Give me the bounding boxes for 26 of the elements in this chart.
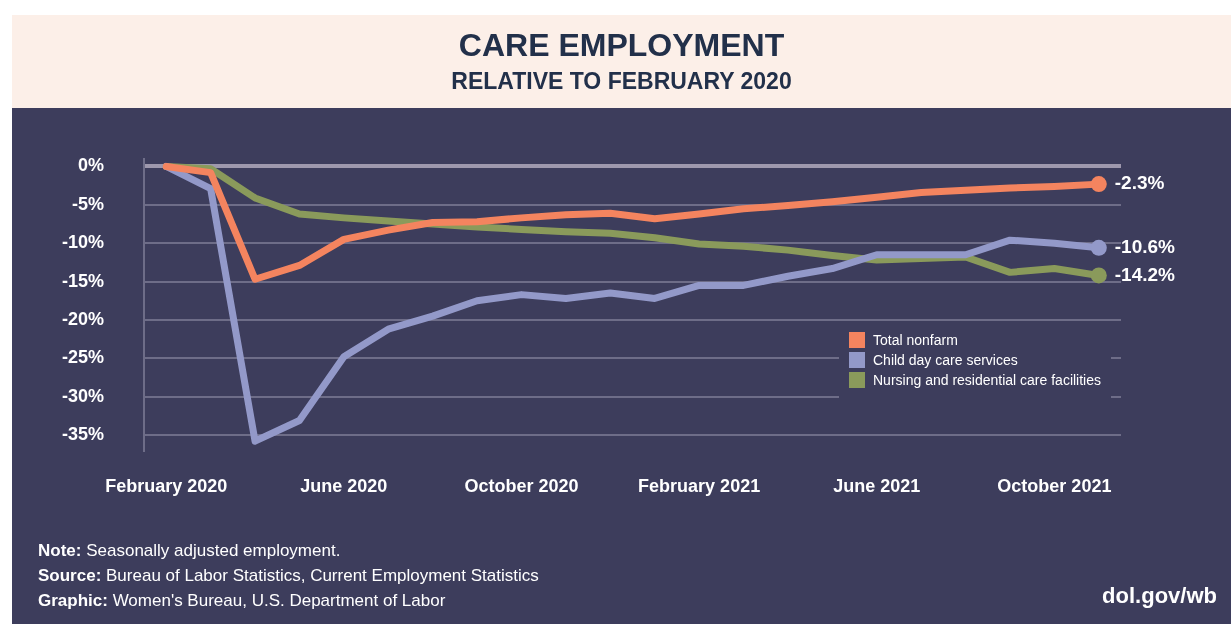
source-note: Source: Bureau of Labor Statistics, Current Employment Statistics bbox=[38, 566, 539, 585]
y-tick-label: -25% bbox=[61, 347, 105, 368]
data-label: -2.3% bbox=[1114, 172, 1165, 194]
y-tick-label: -20% bbox=[61, 308, 105, 329]
data-label: -10.6% bbox=[1114, 236, 1176, 258]
chart-title: CARE EMPLOYMENT bbox=[457, 27, 786, 64]
y-tick-label: -10% bbox=[61, 232, 105, 253]
text: dol.gov/wb bbox=[1102, 583, 1217, 609]
x-tick-label: October 2021 bbox=[997, 476, 1112, 497]
x-tick-label: June 2021 bbox=[833, 476, 921, 497]
text: Note: Seasonally adjusted employment. bbox=[38, 541, 341, 560]
legend-label: Child day care services bbox=[873, 352, 1018, 368]
legend-label: Total nonfarm bbox=[873, 332, 958, 348]
y-tick-label: -15% bbox=[61, 270, 105, 291]
x-tick-label: February 2021 bbox=[638, 476, 761, 497]
x-tick-label: October 2020 bbox=[464, 476, 579, 497]
legend-label: Nursing and residential care facilities bbox=[873, 372, 1101, 388]
x-tick-label: February 2020 bbox=[105, 476, 228, 497]
x-tick-label: June 2020 bbox=[300, 476, 388, 497]
y-tick-label: -35% bbox=[61, 424, 105, 445]
y-tick-label: -30% bbox=[61, 385, 105, 406]
y-tick-label: 0% bbox=[78, 155, 105, 176]
chart-subtitle: RELATIVE TO FEBRUARY 2020 bbox=[450, 68, 793, 95]
data-label: -14.2% bbox=[1114, 263, 1176, 285]
text: Graphic: Women's Bureau, U.S. Department of Labor bbox=[38, 591, 446, 610]
y-tick-label: -5% bbox=[72, 193, 105, 214]
